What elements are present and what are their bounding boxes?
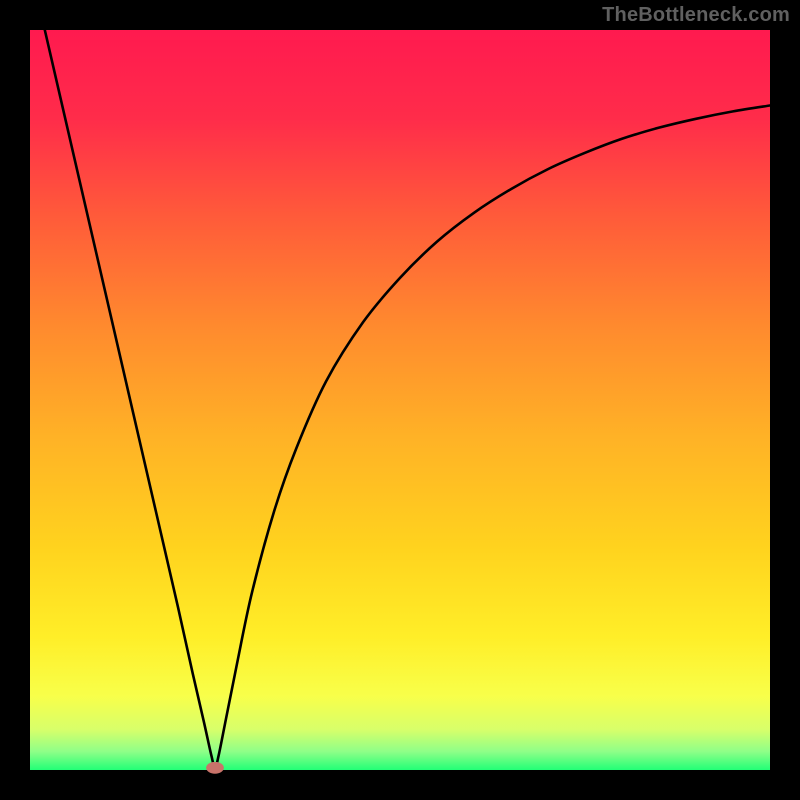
bottleneck-chart-svg [0, 0, 800, 800]
chart-container: TheBottleneck.com [0, 0, 800, 800]
optimal-point-marker [206, 762, 224, 774]
watermark-text: TheBottleneck.com [602, 4, 790, 27]
plot-gradient-background [30, 30, 770, 770]
